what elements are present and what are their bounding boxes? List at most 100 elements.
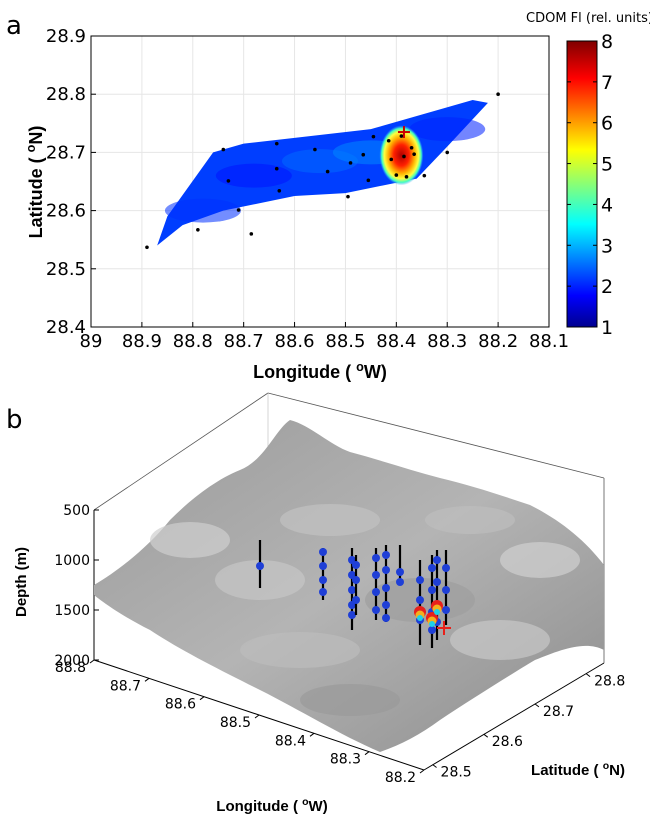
map-x-axis-title: Longitude ( oW) — [253, 360, 387, 382]
longitude-tick-mark — [364, 751, 370, 756]
station-point — [394, 173, 399, 177]
y-tick-label: 28.9 — [46, 26, 86, 47]
latitude-tick-mark — [585, 673, 591, 678]
profile-point — [396, 568, 404, 576]
profile-point — [372, 571, 380, 579]
station-point — [402, 154, 406, 159]
profile-point — [348, 611, 356, 619]
colorbar-gradient — [566, 40, 598, 328]
station-point — [221, 147, 226, 152]
latitude-tick-label: 28.5 — [441, 764, 472, 780]
station-point — [445, 150, 450, 155]
colorbar-title: CDOM Fl (rel. units) — [526, 11, 650, 26]
depth-tick-label: 500 — [63, 503, 90, 519]
y-tick-label: 28.7 — [46, 142, 86, 163]
panel-letter-a: a — [6, 11, 22, 41]
colorbar: CDOM Fl (rel. units) 1 2 3 4 5 6 7 8 — [526, 11, 650, 339]
station-point — [412, 152, 416, 156]
profile-point — [382, 551, 390, 559]
x-tick-label: 88.9 — [122, 331, 162, 352]
station-point — [145, 245, 149, 250]
profile-marker — [437, 621, 451, 635]
profile-point — [433, 556, 441, 564]
profile-point — [319, 588, 327, 596]
station-point — [422, 173, 427, 178]
map-ticks: 89 88.9 88.8 88.7 88.6 88.5 88.4 88.3 88.2 88.1 28… — [46, 26, 569, 352]
profile-point — [256, 562, 264, 570]
high-cdom-point — [417, 615, 423, 621]
panel-letter-b: b — [6, 405, 23, 435]
station-point — [277, 189, 282, 193]
x-tick-label: 88.2 — [478, 331, 518, 352]
longitude-tick-label: 88.5 — [220, 715, 251, 731]
latitude-tick-label: 28.6 — [492, 734, 523, 750]
y-tick-label: 28.6 — [46, 201, 86, 222]
profile-point — [428, 564, 436, 572]
seafloor-mesh — [94, 420, 604, 752]
longitude-tick-mark — [199, 696, 205, 701]
longitude-tick-label: 88.6 — [165, 697, 196, 713]
x-tick-label: 88.8 — [173, 331, 213, 352]
profile-point — [442, 564, 450, 572]
relief-feature — [500, 542, 580, 578]
station-point — [313, 147, 317, 152]
profile-point — [442, 586, 450, 594]
longitude-axis-title-b: Longitude ( oW) — [216, 796, 327, 815]
station-point — [346, 194, 350, 199]
station-point — [361, 152, 366, 157]
station-point — [399, 134, 404, 138]
depth-axis-title: Depth (m) — [13, 547, 30, 617]
longitude-tick-mark — [419, 769, 425, 774]
depth-tick-label: 1000 — [54, 553, 90, 569]
depth-tick-label: 1500 — [54, 603, 90, 619]
relief-feature — [425, 506, 515, 534]
map-axes-frame — [90, 35, 550, 328]
profile-point — [382, 584, 390, 592]
profile-point — [382, 601, 390, 609]
relief-feature — [280, 504, 380, 536]
y-tick-label: 28.5 — [46, 259, 86, 280]
profile-point — [428, 586, 436, 594]
degree-superscript: o — [302, 796, 308, 808]
station-point — [325, 169, 330, 174]
box-edge — [267, 392, 605, 479]
map-y-axis-label: Latitude ( — [26, 157, 46, 238]
station-point — [371, 134, 376, 139]
profile-point — [382, 566, 390, 574]
profile-point — [433, 578, 441, 586]
latitude-axis-line — [423, 662, 605, 771]
relief-feature — [150, 522, 230, 558]
x-tick-label: 88.1 — [529, 331, 569, 352]
field-variation — [409, 117, 486, 142]
longitude-tick-mark — [254, 714, 260, 719]
station-point — [496, 92, 500, 96]
station-point — [404, 175, 409, 179]
profile-point — [442, 606, 450, 614]
x-tick-label: 89 — [80, 331, 103, 352]
profile-point — [428, 626, 436, 634]
unit-suffix: W) — [364, 362, 387, 382]
longitude-tick-mark — [144, 677, 150, 682]
x-tick-label: 88.7 — [224, 331, 264, 352]
colorbar-tick-label: 8 — [601, 31, 613, 53]
station-point — [386, 138, 391, 143]
station-point — [366, 178, 371, 183]
longitude-axis-label-b: Longitude ( — [216, 798, 298, 815]
degree-superscript: o — [356, 360, 364, 374]
latitude-tick-mark — [432, 764, 437, 768]
station-point — [274, 166, 279, 171]
y-tick-label: 28.4 — [46, 317, 86, 338]
colorbar-tick-label: 1 — [601, 317, 613, 339]
latitude-axis-title-b: Latitude ( oN) — [531, 760, 625, 779]
profile-point — [319, 562, 327, 570]
profile-point — [352, 561, 360, 569]
source-marker — [397, 126, 410, 139]
profile-point — [416, 596, 424, 604]
profile-point — [352, 576, 360, 584]
field-variation — [164, 198, 241, 223]
colorbar-tick-label: 3 — [601, 235, 613, 257]
relief-feature — [300, 684, 400, 716]
latitude-axis-label-b: Latitude ( — [531, 762, 599, 779]
